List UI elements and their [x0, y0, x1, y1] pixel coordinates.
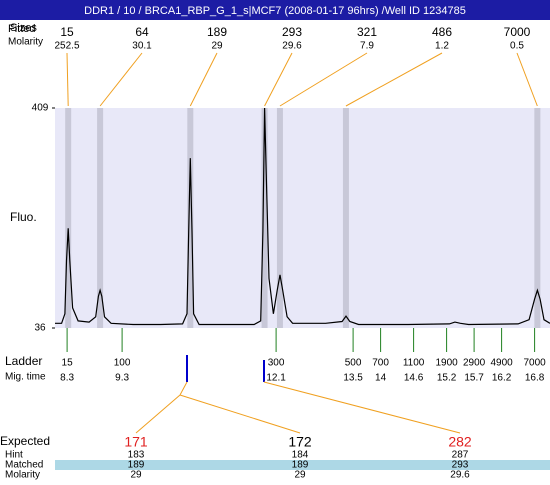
ladder-size: 7000 — [523, 358, 546, 369]
fitted-molarity: 1.2 — [435, 41, 449, 52]
fitted-molarity: 30.1 — [132, 41, 152, 52]
ladder-size: 1100 — [403, 358, 425, 369]
peak-band — [97, 108, 104, 328]
peak-band — [65, 108, 72, 328]
row-label: Hint — [5, 450, 23, 461]
row-label: Expected — [0, 434, 50, 448]
ladder-time: 16.2 — [492, 373, 512, 384]
molarity: 29 — [130, 470, 142, 480]
row-label: Fitted — [8, 23, 36, 35]
ladder-size: 100 — [114, 358, 131, 369]
y-tick-label: 409 — [32, 103, 49, 114]
fitted-size: 64 — [135, 25, 149, 39]
ladder-size: 15 — [62, 358, 74, 369]
plot-area — [55, 108, 550, 328]
fitted-size: 293 — [282, 25, 302, 39]
row-label: Ladder — [5, 354, 42, 368]
molarity: 29 — [294, 470, 306, 480]
molarity: 29.6 — [450, 470, 470, 480]
hint: 184 — [292, 450, 309, 461]
matched: 293 — [452, 460, 469, 471]
ladder-time: 16.8 — [525, 373, 545, 384]
row-label: Molarity — [5, 470, 40, 480]
expected: 172 — [288, 434, 312, 450]
ladder-time: 15.7 — [464, 373, 484, 384]
trace — [55, 107, 550, 326]
ladder-time: 12.1 — [266, 373, 286, 384]
connector — [189, 52, 218, 107]
fitted-size: 7000 — [504, 25, 531, 39]
fitted-size: 321 — [357, 25, 377, 39]
ladder-time: 14 — [375, 373, 387, 384]
connector — [99, 52, 143, 107]
hint: 183 — [128, 450, 145, 461]
row-label: Mig. time — [5, 372, 46, 383]
ladder-time: 8.3 — [60, 373, 74, 384]
ladder-size: 300 — [268, 358, 285, 369]
connector — [279, 52, 368, 107]
ladder-size: 2900 — [463, 358, 486, 369]
connector — [66, 52, 69, 107]
fitted-molarity: 29.6 — [282, 41, 302, 52]
matched: 189 — [128, 460, 145, 471]
ladder-size: 500 — [345, 358, 362, 369]
matched: 189 — [292, 460, 309, 471]
fitted-molarity: 252.5 — [54, 41, 79, 52]
connector — [179, 394, 301, 434]
ladder-time: 13.5 — [343, 373, 363, 384]
fitted-molarity: 7.9 — [360, 41, 374, 52]
row-label: Molarity — [8, 37, 43, 48]
ladder-time: 9.3 — [115, 373, 129, 384]
row-label: Sizes — [10, 22, 37, 34]
ladder-size: 4900 — [490, 358, 513, 369]
ladder-time: 15.2 — [437, 373, 457, 384]
peak-band — [342, 108, 349, 328]
title-bar — [0, 0, 550, 20]
y-tick-label: 36 — [34, 323, 46, 334]
fitted-size: 189 — [207, 25, 227, 39]
expected: 171 — [124, 434, 148, 450]
peak-band — [534, 108, 541, 328]
connector — [264, 52, 293, 107]
expected: 282 — [448, 434, 472, 450]
connector — [516, 52, 538, 107]
row-label: Matched — [5, 460, 43, 471]
connector — [179, 381, 188, 396]
connector — [135, 394, 181, 434]
connector — [263, 381, 461, 434]
fitted-molarity: 29 — [211, 41, 223, 52]
fitted-size: 15 — [60, 25, 74, 39]
fitted-molarity: 0.5 — [510, 41, 524, 52]
ladder-time: 14.6 — [404, 373, 424, 384]
peak-band — [187, 108, 194, 328]
ladder-size: 700 — [372, 358, 389, 369]
peak-band — [261, 108, 268, 328]
peak-band — [276, 108, 283, 328]
y-axis-label: Fluo. — [10, 210, 37, 224]
matched-row — [55, 460, 550, 470]
title: DDR1 / 10 / BRCA1_RBP_G_1_s|MCF7 (2008-0… — [84, 5, 466, 17]
hint: 287 — [452, 450, 469, 461]
ladder-size: 1900 — [435, 358, 458, 369]
fitted-size: 486 — [432, 25, 452, 39]
connector — [345, 52, 443, 107]
